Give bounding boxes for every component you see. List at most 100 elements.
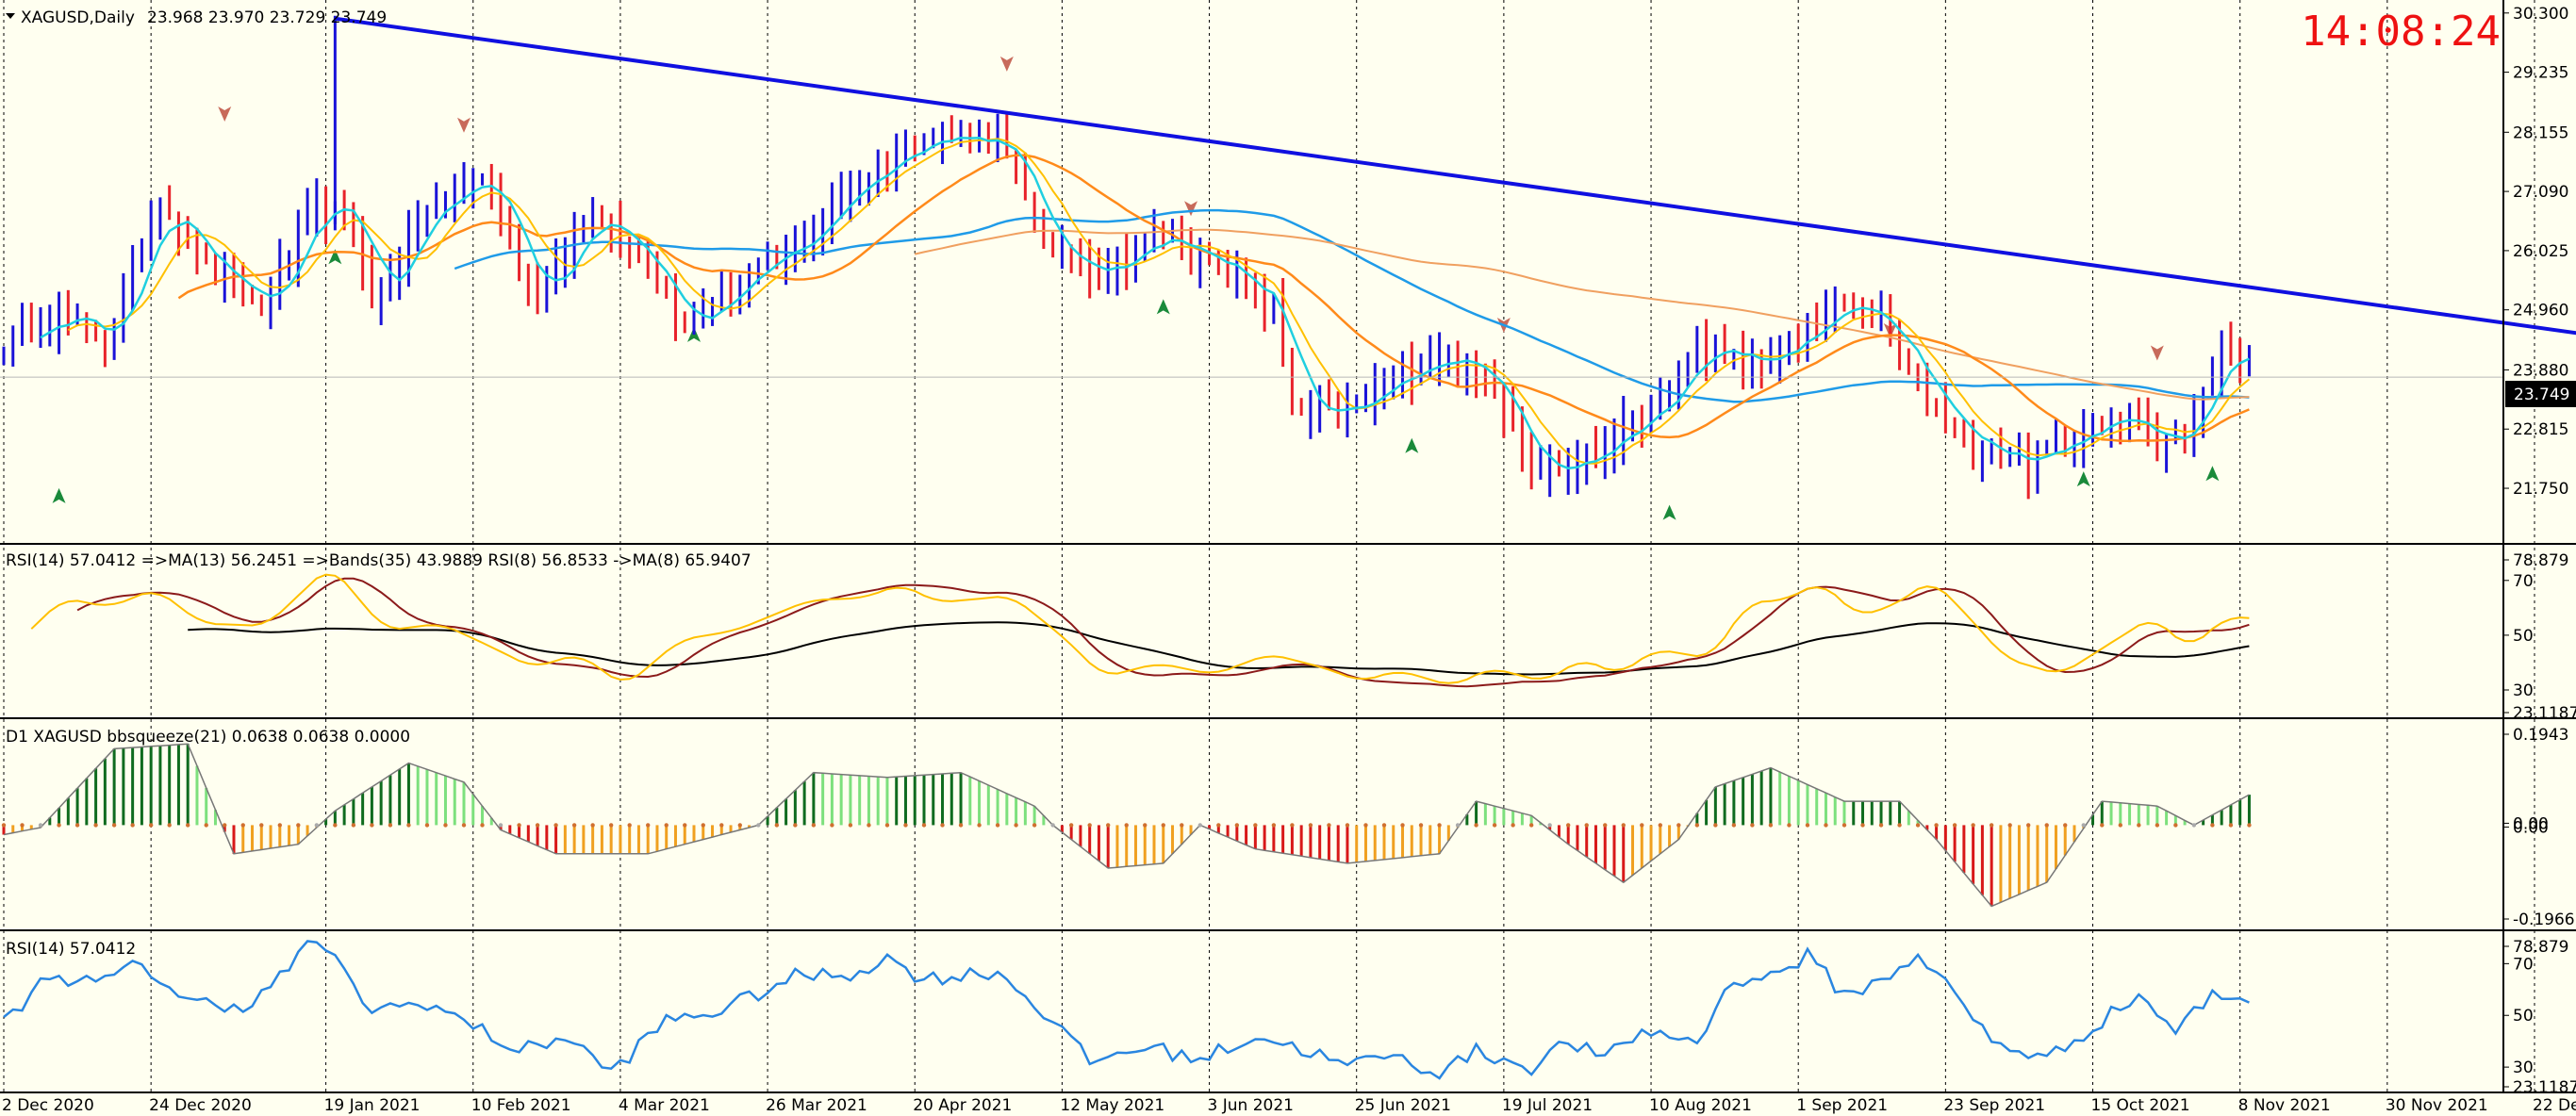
squeeze-dot xyxy=(498,823,504,828)
squeeze-dot xyxy=(1640,823,1644,828)
rsi-ma-line xyxy=(76,577,2250,688)
ma-mid-line xyxy=(177,154,2250,443)
squeeze-dot xyxy=(424,823,430,828)
squeeze-dot xyxy=(1161,823,1165,828)
date-tick-label: 3 Jun 2021 xyxy=(1208,1096,1294,1115)
squeeze-dot xyxy=(296,823,301,828)
time-axis: 2 Dec 2020 24 Dec 2020 19 Jan 2021 10 Feb 2… xyxy=(2,1096,2576,1115)
squeeze-dot xyxy=(130,823,135,828)
squeeze-dot xyxy=(921,823,927,828)
squeeze-dot xyxy=(1787,823,1792,828)
squeeze-dot xyxy=(774,823,780,828)
squeeze-dot xyxy=(535,823,540,828)
squeeze-dot xyxy=(830,823,834,828)
rsi14-line xyxy=(3,940,2250,1080)
date-tick-label: 19 Jan 2021 xyxy=(324,1096,421,1115)
squeeze-dot xyxy=(223,823,227,828)
rsi-bands-line xyxy=(188,621,2250,676)
panel-frames xyxy=(0,0,2576,1093)
squeeze-dot xyxy=(1124,823,1129,828)
buy-arrow-icon xyxy=(52,487,66,503)
squeeze-dot xyxy=(1934,823,1939,828)
squeeze-dot xyxy=(1566,823,1571,828)
rsi-bands-title: RSI(14) 57.0412 =>MA(13) 56.2451 =>Bands… xyxy=(6,551,751,570)
squeeze-dot xyxy=(1400,823,1405,828)
date-tick-label: 4 Mar 2021 xyxy=(619,1096,710,1115)
date-tick-label: 25 Jun 2021 xyxy=(1355,1096,1451,1115)
rsi-fast-line xyxy=(30,573,2250,684)
price-title: XAGUSD,Daily xyxy=(21,8,135,27)
last-price-label: 23.749 xyxy=(2514,386,2569,404)
squeeze-dot xyxy=(940,823,945,828)
bbsqueeze-title: D1 XAGUSD bbsqueeze(21) 0.0638 0.0638 0.… xyxy=(6,728,410,747)
squeeze-dot xyxy=(1878,823,1884,828)
squeeze-dot xyxy=(1455,823,1461,828)
squeeze-dot xyxy=(1713,823,1718,828)
squeeze-dot xyxy=(1381,823,1387,828)
clock: 14:08:24 xyxy=(2301,8,2501,56)
buy-arrow-icon xyxy=(2205,466,2220,482)
squeeze-dot xyxy=(1234,823,1240,828)
squeeze-dot xyxy=(259,823,264,828)
squeeze-dot xyxy=(995,823,1000,828)
buy-arrow-icon xyxy=(1662,504,1676,520)
squeeze-dot xyxy=(2137,823,2141,828)
squeeze-dot xyxy=(1952,823,1957,828)
axis-tick-label: 23.1187 xyxy=(2513,1078,2576,1097)
squeeze-dot xyxy=(1271,823,1277,828)
squeeze-dot xyxy=(2155,823,2160,828)
date-tick-label: 2 Dec 2020 xyxy=(2,1096,94,1115)
squeeze-dot xyxy=(461,823,467,828)
squeeze-dot xyxy=(38,823,43,828)
squeeze-dot xyxy=(57,823,61,828)
trade-arrows xyxy=(52,56,2220,520)
squeeze-dot xyxy=(186,823,190,828)
buy-arrow-icon xyxy=(1405,437,1419,453)
squeeze-dot xyxy=(2118,823,2122,828)
axis-tick-label: 50 xyxy=(2513,1007,2534,1026)
squeeze-dot xyxy=(2247,823,2252,828)
squeeze-dot xyxy=(1492,823,1497,828)
squeeze-dot xyxy=(1143,823,1148,828)
axis-tick-label: 50 xyxy=(2513,627,2534,646)
squeeze-dot xyxy=(204,823,208,828)
squeeze-dot xyxy=(1621,823,1626,828)
squeeze-dot xyxy=(148,823,154,828)
axis-tick-label: 23.1187 xyxy=(2513,704,2576,723)
squeeze-dot xyxy=(2081,823,2086,828)
squeeze-dot xyxy=(1290,823,1295,828)
squeeze-dot xyxy=(1216,823,1221,828)
squeeze-dot xyxy=(480,823,485,828)
squeeze-dot xyxy=(1032,823,1037,828)
squeeze-dot xyxy=(977,823,982,828)
squeeze-dot xyxy=(111,823,117,828)
squeeze-dot xyxy=(1068,823,1074,828)
squeeze-dot xyxy=(1253,823,1258,828)
sell-arrow-icon xyxy=(218,106,232,122)
last-price-tag: 23.749 xyxy=(2505,381,2576,407)
squeeze-dot xyxy=(1087,823,1092,828)
axis-tick-label: 30.300 xyxy=(2513,5,2568,24)
squeeze-dot xyxy=(646,823,651,828)
axis-tick-label: 22.815 xyxy=(2513,420,2568,439)
squeeze-dot xyxy=(167,823,172,828)
squeeze-dot xyxy=(443,823,448,828)
squeeze-dot xyxy=(848,823,853,828)
squeeze-dot xyxy=(958,823,964,828)
rsi-bands-lines xyxy=(30,573,2250,688)
squeeze-dot xyxy=(2026,823,2031,828)
squeeze-dot xyxy=(74,823,80,828)
squeeze-dot xyxy=(370,823,374,828)
squeeze-dot xyxy=(2210,823,2215,828)
squeeze-dot xyxy=(277,823,282,828)
buy-arrow-icon xyxy=(328,249,342,265)
squeeze-dot xyxy=(756,823,761,828)
date-tick-label: 20 Apr 2021 xyxy=(913,1096,1012,1115)
symbol-dropdown-icon[interactable] xyxy=(6,13,15,19)
price-series xyxy=(2,15,2251,500)
squeeze-dot xyxy=(1603,823,1608,828)
squeeze-dot xyxy=(1197,823,1203,828)
bbsqueeze-histogram xyxy=(1,743,2252,908)
squeeze-dot xyxy=(1750,823,1755,828)
